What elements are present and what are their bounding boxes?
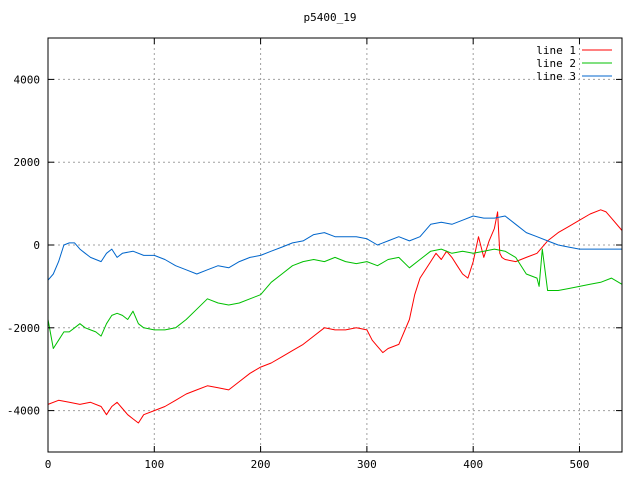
- legend-label-1: line 1: [536, 44, 576, 57]
- series-line-3: [47, 215, 622, 281]
- x-tick-label: 100: [144, 458, 164, 471]
- y-tick-label: -2000: [7, 322, 40, 335]
- legend-label-2: line 2: [536, 57, 576, 70]
- legend-label-3: line 3: [536, 70, 576, 83]
- chart-title: p5400_19: [304, 11, 357, 24]
- y-tick-label: 0: [33, 239, 40, 252]
- x-tick-label: 200: [251, 458, 271, 471]
- series-line-2: [47, 248, 623, 349]
- x-tick-label: 500: [570, 458, 590, 471]
- x-tick-label: 300: [357, 458, 377, 471]
- tick-layer: 0 100 200 300 400 500 -4000 -2000 0 2000 4000: [7, 38, 622, 471]
- grid-layer: [48, 38, 622, 452]
- y-tick-label: 2000: [14, 156, 41, 169]
- y-tick-label: -4000: [7, 405, 40, 418]
- series-layer: [47, 209, 623, 424]
- y-tick-label: 4000: [14, 73, 41, 86]
- x-tick-label: 0: [45, 458, 52, 471]
- x-tick-label: 400: [463, 458, 483, 471]
- series-line-1: [47, 209, 623, 424]
